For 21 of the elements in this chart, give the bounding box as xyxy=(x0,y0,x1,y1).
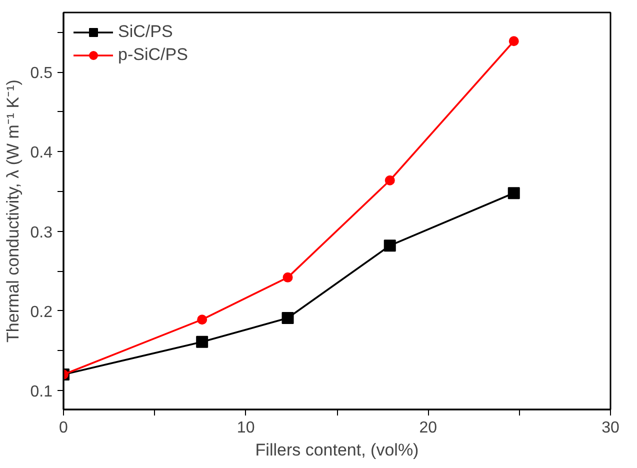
point xyxy=(196,336,208,348)
point xyxy=(508,36,519,46)
legend-label: SiC/PS xyxy=(118,22,173,42)
y-tick-label: 0.3 xyxy=(30,224,53,242)
y-axis-title: Thermal conductivity, λ (W m⁻¹ K⁻¹) xyxy=(3,80,22,342)
x-axis-title: Fillers content, (vol%) xyxy=(255,440,419,460)
point xyxy=(282,272,293,282)
y-tick-label: 0.2 xyxy=(30,304,53,321)
y-tick-label: 0.4 xyxy=(30,144,53,162)
x-tick-label: 20 xyxy=(419,420,438,436)
point xyxy=(384,175,395,186)
point xyxy=(384,240,396,252)
y-tick-label: 0.1 xyxy=(30,383,53,400)
x-tick-label: 10 xyxy=(236,420,255,436)
x-tick-label: 30 xyxy=(602,420,620,436)
point xyxy=(508,187,520,200)
y-tick-label: 0.5 xyxy=(30,65,53,82)
x-tick-label: 0 xyxy=(59,420,68,436)
legend-label: p-SiC/PS xyxy=(118,45,188,65)
point xyxy=(197,314,208,325)
point xyxy=(282,312,294,324)
